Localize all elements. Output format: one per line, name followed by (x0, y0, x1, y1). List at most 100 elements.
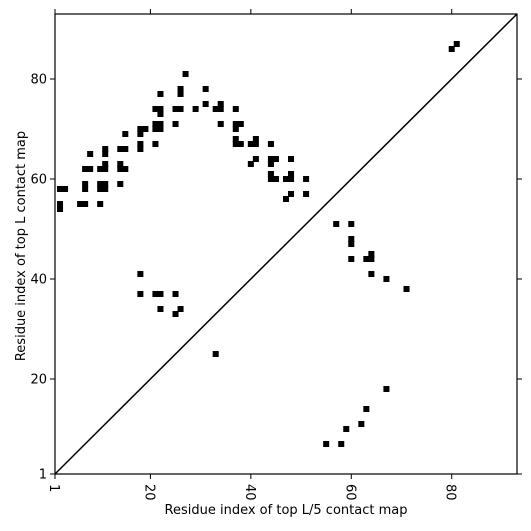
data-point (267, 176, 274, 182)
data-point (102, 161, 109, 167)
data-point (217, 121, 224, 127)
data-point (383, 276, 390, 282)
data-point (102, 146, 109, 152)
data-point (157, 91, 164, 97)
x-tick-label: 60 (342, 484, 357, 501)
data-point (338, 441, 345, 447)
data-point (137, 131, 144, 137)
data-point (172, 106, 179, 112)
data-point (217, 101, 224, 107)
data-point (117, 161, 124, 167)
data-point (368, 256, 375, 262)
data-point (157, 291, 164, 297)
data-point (212, 106, 219, 112)
data-point (252, 156, 259, 162)
data-point (97, 186, 104, 192)
data-point (137, 141, 144, 147)
data-point (363, 256, 370, 262)
data-point (217, 106, 224, 112)
data-point (272, 176, 279, 182)
x-tick-label: 20 (141, 484, 156, 501)
data-point (122, 166, 129, 172)
data-point (102, 186, 109, 192)
data-point (282, 196, 290, 202)
data-point (368, 271, 375, 277)
data-point (172, 291, 179, 297)
data-point (82, 201, 89, 207)
data-point (232, 141, 239, 147)
data-point (102, 166, 109, 172)
data-point (232, 106, 239, 112)
y-tick-label: 60 (30, 173, 47, 188)
data-point (202, 86, 209, 92)
data-point (272, 156, 279, 162)
data-point (137, 291, 144, 297)
data-point (152, 141, 159, 147)
data-point (252, 136, 259, 142)
data-point (97, 201, 104, 207)
data-point (142, 126, 149, 132)
plot-area: 1 20 40 60 80 1 20 40 60 80 (30, 9, 522, 501)
y-tick-label: 40 (30, 273, 47, 288)
data-point (152, 106, 159, 112)
data-point (288, 171, 295, 177)
y-tick-label: 20 (30, 373, 47, 388)
x-tick-label: 80 (443, 484, 458, 501)
data-point (62, 186, 69, 192)
data-point (288, 191, 295, 197)
data-point (303, 176, 310, 182)
x-tick-label: 40 (242, 484, 257, 501)
data-point (82, 166, 89, 172)
data-point (358, 421, 365, 427)
x-axis-label: Residue index of top L/5 contact map (165, 503, 408, 518)
data-point (348, 241, 355, 247)
data-point (177, 86, 184, 92)
data-point (157, 106, 164, 112)
data-point (288, 156, 295, 162)
data-point (137, 146, 144, 152)
data-point (282, 176, 290, 182)
data-point (267, 156, 274, 162)
data-point (333, 221, 340, 227)
data-point (267, 141, 274, 147)
data-point (57, 206, 64, 212)
data-point (252, 141, 259, 147)
data-point (237, 141, 244, 147)
data-point (343, 426, 350, 432)
data-point (202, 101, 209, 107)
y-axis-label: Residue index of top L contact map (14, 131, 29, 361)
data-point (448, 46, 455, 52)
data-point (192, 106, 199, 112)
data-point (232, 121, 239, 127)
data-point (152, 291, 159, 297)
data-point (122, 131, 129, 137)
data-point (363, 406, 370, 412)
diagonal-line (54, 13, 518, 475)
data-point (247, 141, 254, 147)
data-point (368, 251, 375, 257)
data-point (157, 121, 164, 127)
data-point (232, 136, 239, 142)
data-point (102, 151, 109, 157)
data-point (247, 161, 254, 167)
data-point (87, 166, 94, 172)
data-point (137, 271, 144, 277)
data-point (172, 121, 179, 127)
data-point (267, 171, 274, 177)
data-point (232, 126, 239, 132)
data-point (348, 221, 355, 227)
data-point (177, 91, 184, 97)
data-point (117, 181, 124, 187)
data-point (348, 256, 355, 262)
data-point (267, 161, 274, 167)
data-point (383, 386, 390, 392)
data-point (157, 126, 164, 132)
data-point (122, 146, 129, 152)
data-point (87, 151, 94, 157)
data-point (348, 236, 355, 242)
data-point (82, 181, 89, 187)
data-point (453, 41, 460, 47)
x-tick-label: 1 (46, 484, 61, 492)
plot-frame (54, 13, 518, 475)
